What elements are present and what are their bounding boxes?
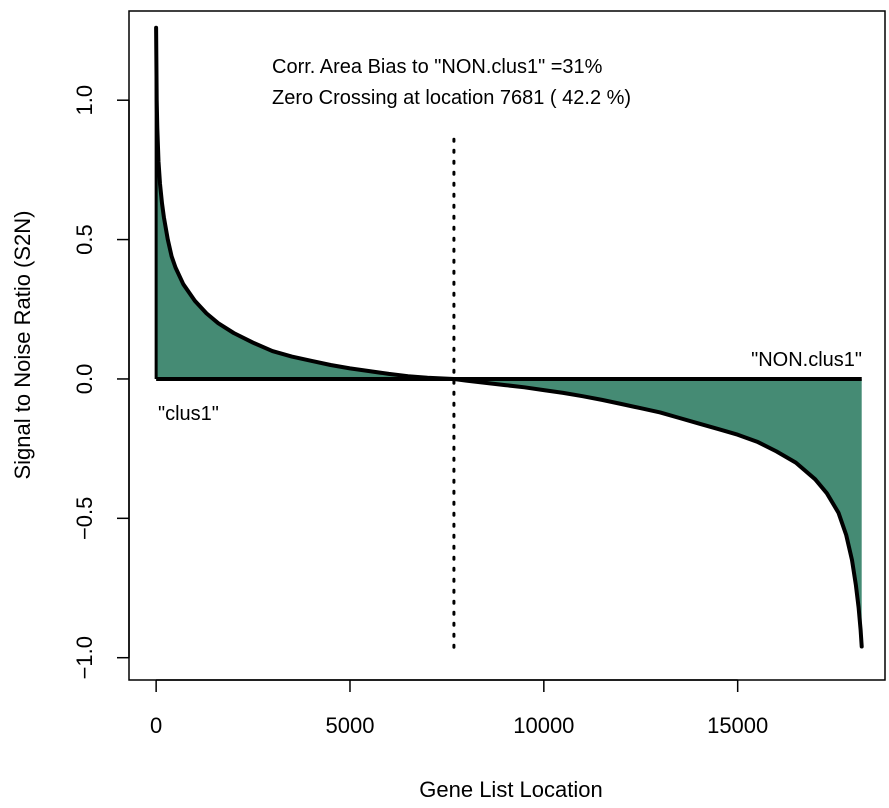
s2n-curve [154,25,864,649]
y-tick-label: 0.0 [72,364,97,395]
y-tick-label: −0.5 [72,497,97,540]
region-label-right: "NON.clus1" [751,349,862,371]
y-tick-label: −1.0 [72,636,97,679]
y-tick-label: 0.5 [72,224,97,255]
x-tick-label: 0 [150,713,162,738]
x-tick-label: 10000 [513,713,574,738]
x-axis: 0 5000 10000 15000 [150,679,768,738]
x-tick-label: 15000 [707,713,768,738]
curve-layer [154,25,864,649]
region-label-left: "clus1" [158,403,219,425]
annotation-line-1: Corr. Area Bias to "NON.clus1" =31% [272,56,603,78]
x-axis-title: Gene List Location [419,777,602,802]
y-tick-label: 1.0 [72,85,97,116]
y-axis-title: Signal to Noise Ratio (S2N) [10,210,35,479]
x-tick-label: 5000 [326,713,375,738]
annotation-line-2: Zero Crossing at location 7681 ( 42.2 %) [272,87,631,109]
y-axis: −1.0 −0.5 0.0 0.5 1.0 [72,85,130,679]
